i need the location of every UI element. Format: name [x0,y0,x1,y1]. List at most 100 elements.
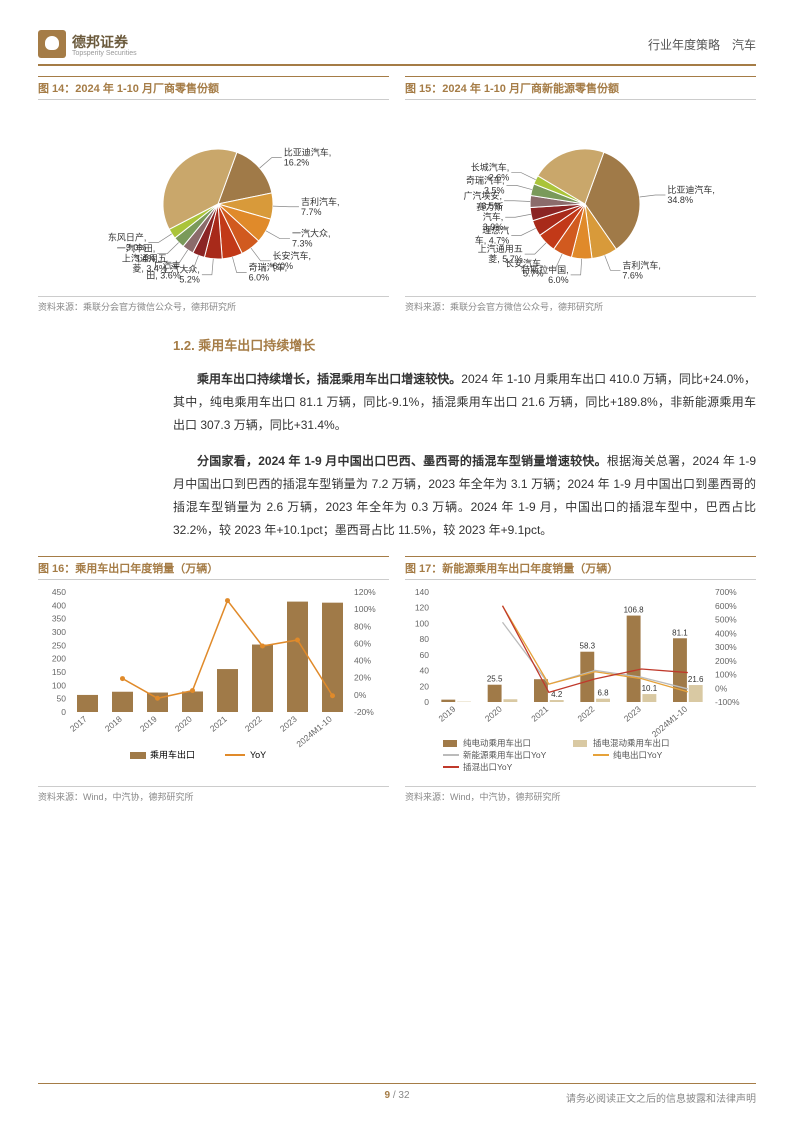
logo-text: 德邦证券 [72,32,137,52]
section-title: 1.2. 乘用车出口持续增长 [173,335,756,354]
svg-text:3.5%: 3.5% [482,201,503,211]
chart-14-source: 资料来源：乘联分会官方微信公众号，德邦研究所 [38,296,389,313]
svg-text:2020: 2020 [173,713,194,733]
svg-text:34.8%: 34.8% [667,195,693,205]
svg-text:25.5: 25.5 [487,674,503,683]
chart-14-area: 比亚迪汽车,16.2%吉利汽车,7.7%一汽大众,7.3%长安汽车,6.0%奇瑞… [38,104,389,294]
svg-text:2023: 2023 [622,703,643,723]
svg-text:3.9%: 3.9% [483,222,504,232]
chart-15-source: 资料来源：乘联分会官方微信公众号，德邦研究所 [405,296,756,313]
page-header: 德邦证券 Topsperity Securities 行业年度策略 汽车 [38,30,756,66]
page-number: 9 / 32 [384,1090,409,1101]
svg-text:2021: 2021 [529,703,550,723]
svg-text:16.2%: 16.2% [284,158,310,168]
svg-text:40%: 40% [354,655,371,665]
svg-text:2022: 2022 [576,703,597,723]
svg-text:2018: 2018 [103,713,124,733]
svg-text:21.6: 21.6 [688,675,704,684]
svg-text:纯电动乘用车出口: 纯电动乘用车出口 [463,738,531,748]
svg-text:400: 400 [52,600,66,610]
svg-text:200: 200 [52,653,66,663]
svg-text:400%: 400% [715,628,737,638]
svg-text:插混出口YoY: 插混出口YoY [463,762,513,772]
p1-bold: 乘用车出口持续增长，插混乘用车出口增速较快。 [197,372,461,386]
svg-text:50: 50 [57,693,67,703]
svg-text:300%: 300% [715,642,737,652]
svg-text:7.3%: 7.3% [292,239,313,249]
svg-text:2.6%: 2.6% [489,173,510,183]
svg-text:350: 350 [52,613,66,623]
svg-text:20%: 20% [354,672,371,682]
svg-text:奇瑞汽车,: 奇瑞汽车, [249,262,288,273]
svg-text:-100%: -100% [715,697,740,707]
svg-text:300: 300 [52,627,66,637]
chart-16-area: 050100150200250300350400450-20%0%20%40%6… [38,584,389,784]
svg-text:60%: 60% [354,638,371,648]
svg-text:菱, 5.7%: 菱, 5.7% [488,253,523,264]
svg-text:700%: 700% [715,587,737,597]
svg-text:0: 0 [424,697,429,707]
svg-text:60: 60 [420,649,430,659]
svg-text:80: 80 [420,634,430,644]
svg-text:5.7%: 5.7% [523,269,544,279]
svg-text:100%: 100% [354,604,376,614]
svg-text:比亚迪汽车,: 比亚迪汽车, [667,184,715,195]
svg-text:长安汽车,: 长安汽车, [273,250,312,261]
chart-15: 图 15：2024 年 1-10 月厂商新能源零售份额 比亚迪汽车,34.8%吉… [405,76,756,313]
svg-text:2023: 2023 [278,713,299,733]
svg-text:2017: 2017 [68,713,89,733]
svg-text:东风日产,: 东风日产, [108,232,147,243]
svg-text:250: 250 [52,640,66,650]
svg-text:0%: 0% [354,689,367,699]
svg-text:120: 120 [415,602,429,612]
svg-text:3.0%: 3.0% [126,243,147,253]
svg-text:100: 100 [52,680,66,690]
chart-17: 图 17：新能源乘用车出口年度销量（万辆） 020406080100120140… [405,556,756,803]
svg-text:6.8: 6.8 [597,688,609,697]
header-right: 行业年度策略 汽车 [648,36,756,53]
logo-subtext: Topsperity Securities [72,50,137,57]
svg-text:100%: 100% [715,669,737,679]
chart-17-source: 资料来源：Wind，中汽协，德邦研究所 [405,786,756,803]
p2-bold: 分国家看，2024 年 1-9 月中国出口巴西、墨西哥的插混车型销量增速较快。 [197,454,607,468]
chart-16-title: 图 16：乘用车出口年度销量（万辆） [38,556,389,580]
page-footer: 9 / 32 请务必阅读正文之后的信息披露和法律声明 [38,1083,756,1105]
svg-text:2022: 2022 [243,713,264,733]
svg-text:10.1: 10.1 [642,684,658,693]
svg-text:2019: 2019 [437,703,458,723]
svg-text:100: 100 [415,618,429,628]
svg-text:2024M1-10: 2024M1-10 [294,713,334,748]
svg-text:插电混动乘用车出口: 插电混动乘用车出口 [593,738,670,748]
pie-charts-row: 图 14：2024 年 1-10 月厂商零售份额 比亚迪汽车, 16.2% 吉利汽车… [38,76,756,313]
svg-text:纯电出口YoY: 纯电出口YoY [613,750,663,760]
svg-text:汽车,: 汽车, [483,211,504,222]
bar-charts-row: 图 16：乘用车出口年度销量（万辆） 0 50 100 150 200 250 300 350… [38,556,756,803]
svg-text:长城汽车,: 长城汽车, [471,162,510,173]
svg-text:150: 150 [52,667,66,677]
svg-text:2021: 2021 [208,713,229,733]
svg-text:2020: 2020 [483,703,504,723]
chart-16: 图 16：乘用车出口年度销量（万辆） 0 50 100 150 200 250 300 350… [38,556,389,803]
logo: 德邦证券 Topsperity Securities [38,30,137,58]
svg-text:7.6%: 7.6% [622,270,643,280]
chart-17-area: 020406080100120140-100%0%100%200%300%400… [405,584,756,784]
svg-text:YoY: YoY [250,750,266,760]
svg-text:58.3: 58.3 [580,641,596,650]
paragraph-1: 乘用车出口持续增长，插混乘用车出口增速较快。2024 年 1-10 月乘用车出口… [173,368,756,436]
chart-16-source: 资料来源：Wind，中汽协，德邦研究所 [38,786,389,803]
svg-text:吉利汽车,: 吉利汽车, [301,196,340,207]
svg-text:菱, 3.4%: 菱, 3.4% [132,262,167,273]
svg-text:80%: 80% [354,621,371,631]
svg-text:车, 4.7%: 车, 4.7% [475,234,510,245]
logo-icon [38,30,66,58]
svg-text:3.5%: 3.5% [484,185,505,195]
svg-text:7.7%: 7.7% [301,207,322,217]
svg-text:2024M1-10: 2024M1-10 [650,703,690,738]
svg-text:0: 0 [61,707,66,717]
svg-text:6.0%: 6.0% [548,275,569,285]
chart-14-title: 图 14：2024 年 1-10 月厂商零售份额 [38,76,389,100]
svg-text:5.2%: 5.2% [179,275,200,285]
disclaimer: 请务必阅读正文之后的信息披露和法律声明 [566,1090,756,1105]
svg-text:106.8: 106.8 [624,605,645,614]
chart-15-title: 图 15：2024 年 1-10 月厂商新能源零售份额 [405,76,756,100]
